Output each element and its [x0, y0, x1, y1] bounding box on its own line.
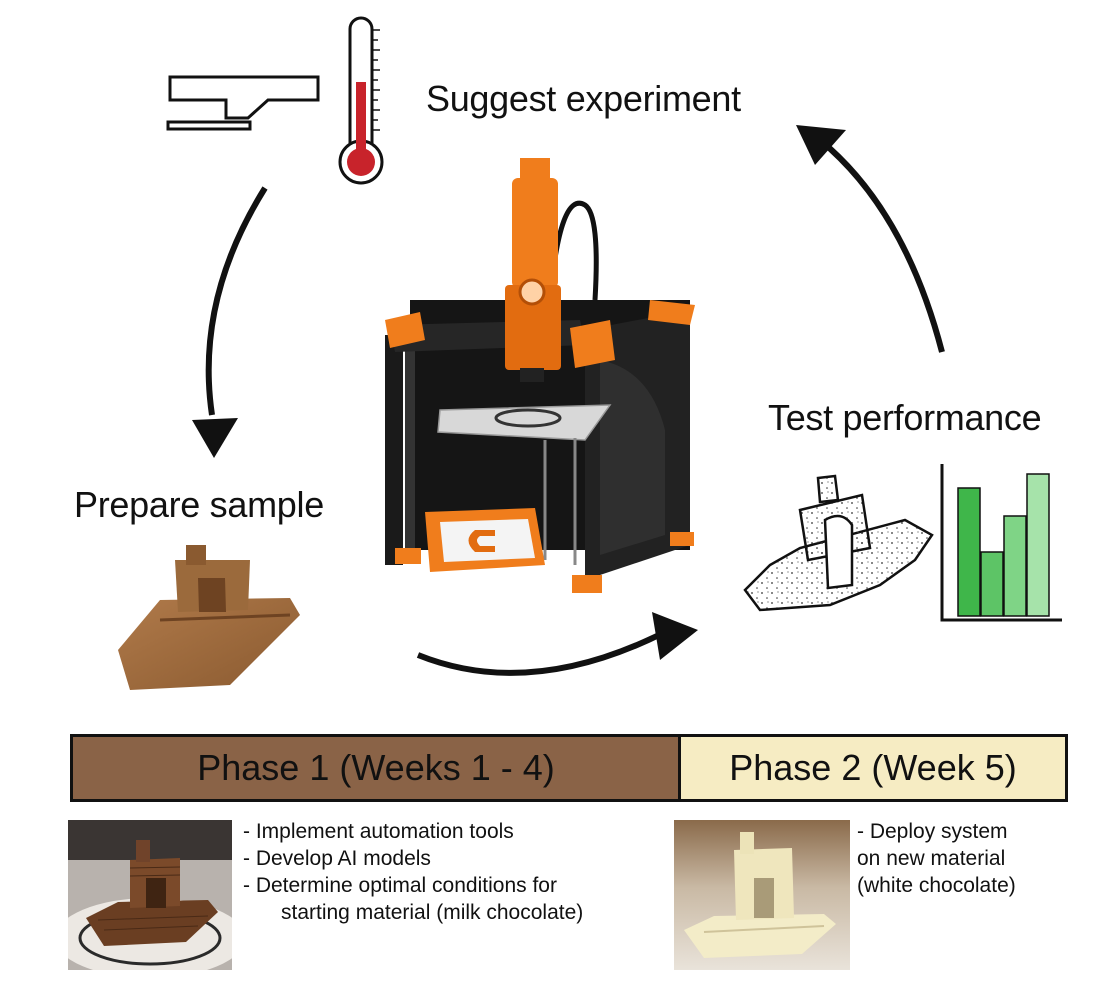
- bar-2: [980, 551, 1004, 617]
- phase-2-bullets: - Deploy system on new material (white c…: [857, 818, 1016, 899]
- phase-2-title: Phase 2 (Week 5): [729, 747, 1017, 788]
- arrow-to-suggest: [818, 137, 945, 353]
- phase-1-banner: Phase 1 (Weeks 1 - 4): [70, 734, 682, 802]
- phase-1-bullet: - Determine optimal conditions for: [243, 874, 557, 897]
- phase-1-title: Phase 1 (Weeks 1 - 4): [197, 747, 555, 788]
- phase-1-bullet: - Develop AI models: [243, 847, 431, 870]
- arrow-head-suggest: [796, 125, 846, 165]
- phase-1-bullet: - Implement automation tools: [243, 820, 514, 843]
- arrow-heads: [192, 125, 846, 660]
- nozzle-icon: [166, 75, 320, 131]
- arrow-to-prepare: [205, 186, 268, 416]
- phase-2-bullet: (white chocolate): [857, 874, 1016, 897]
- arrow-head-test: [652, 612, 698, 660]
- boat-outline-icon: [743, 474, 934, 612]
- bar-1: [957, 487, 981, 617]
- phase-2-bullet: on new material: [857, 847, 1006, 870]
- phase-1-bullet: starting material (milk chocolate): [281, 901, 584, 924]
- suggest-experiment-label: Suggest experiment: [426, 78, 741, 119]
- phase-2-banner: Phase 2 (Week 5): [678, 734, 1068, 802]
- white-chocolate-boat-photo: [674, 820, 850, 970]
- boat-sample-icon: [118, 545, 300, 690]
- phase-1-bullets: - Implement automation tools - Develop A…: [243, 818, 583, 926]
- bar-chart-icon: [940, 464, 1062, 622]
- bar-4: [1026, 473, 1050, 617]
- bar-3: [1003, 515, 1027, 617]
- arrow-to-test: [416, 629, 667, 676]
- prepare-sample-label: Prepare sample: [74, 484, 324, 525]
- diagram-artwork: [118, 16, 1062, 690]
- thermometer-icon: [338, 16, 384, 185]
- chart-axes: [940, 464, 1062, 622]
- printer-icon: [385, 158, 695, 593]
- test-performance-label: Test performance: [768, 397, 1042, 438]
- arrow-head-prepare: [192, 418, 238, 458]
- milk-chocolate-boat-photo: [68, 820, 232, 970]
- cycle-arrows: [205, 137, 945, 676]
- phase-2-bullet: - Deploy system: [857, 820, 1008, 843]
